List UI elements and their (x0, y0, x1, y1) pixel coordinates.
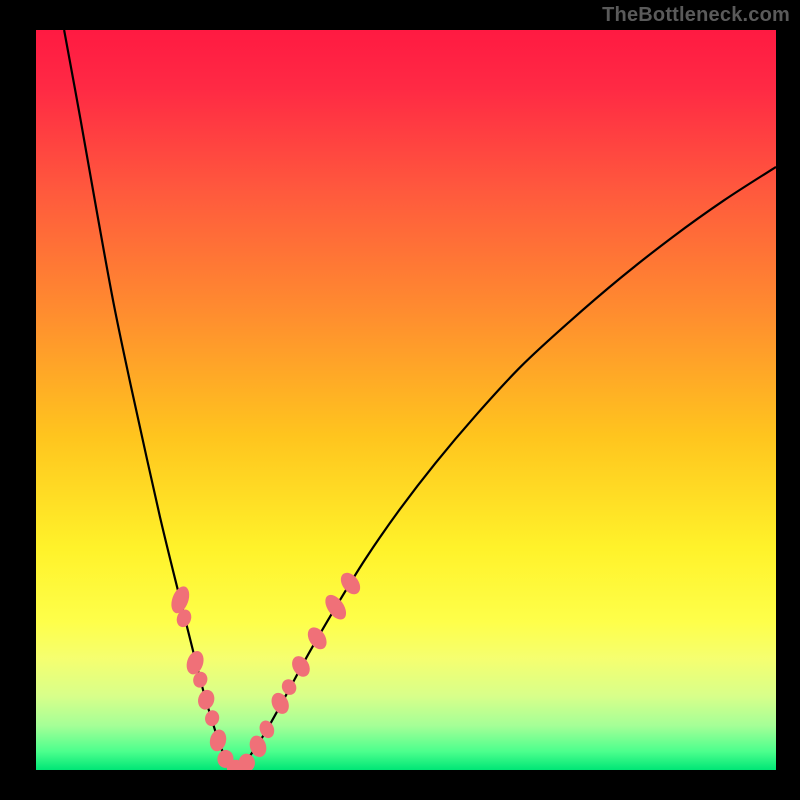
chart-canvas: TheBottleneck.com (0, 0, 800, 800)
data-marker (288, 653, 313, 680)
data-marker (168, 584, 193, 616)
data-marker (337, 569, 364, 598)
plot-area (36, 30, 776, 770)
bottleneck-curve (64, 30, 776, 768)
data-marker (196, 688, 217, 712)
data-marker (208, 728, 229, 753)
curve-layer (36, 30, 776, 770)
data-marker (321, 591, 350, 623)
watermark-text: TheBottleneck.com (602, 4, 790, 27)
data-marker (304, 624, 330, 653)
data-marker (203, 709, 221, 728)
